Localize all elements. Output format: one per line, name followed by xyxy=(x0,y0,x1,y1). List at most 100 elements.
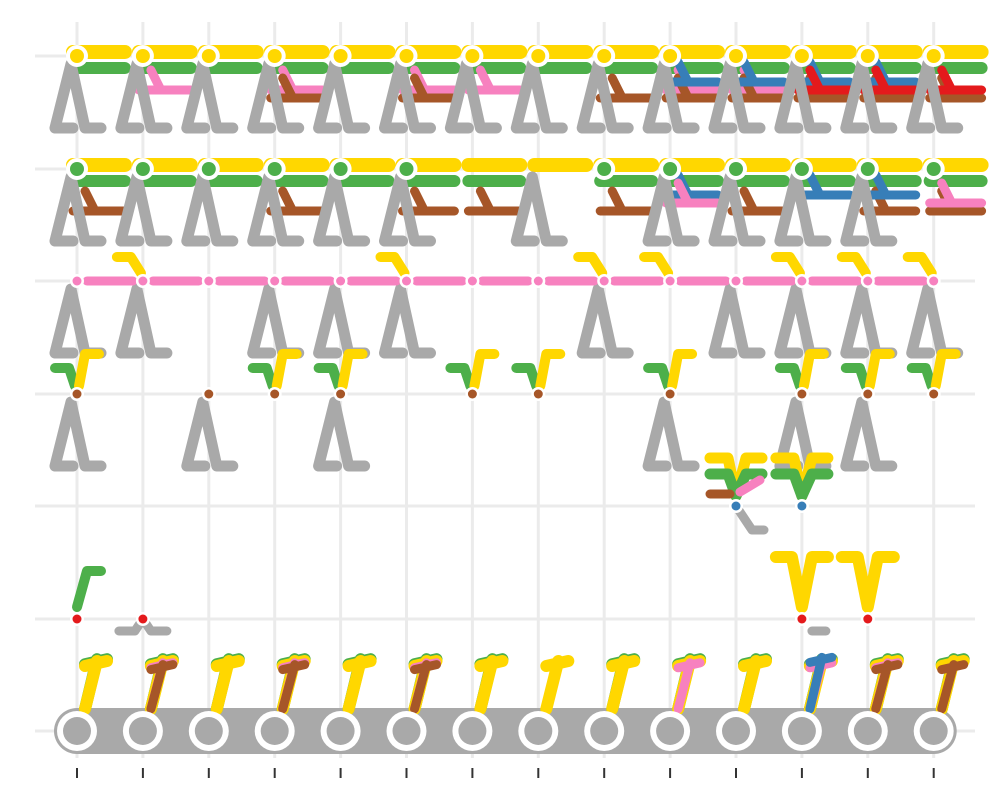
node-gray xyxy=(919,717,948,745)
node-pink xyxy=(204,276,214,286)
segment-yellow xyxy=(342,655,377,715)
node-yellow xyxy=(201,49,216,63)
segment-green-chevron xyxy=(445,363,476,391)
chart-grid xyxy=(35,22,975,758)
segment-gray-lambda xyxy=(247,283,305,359)
segment-gray-lambda xyxy=(379,283,436,359)
segment-yellow xyxy=(738,655,772,715)
segment-yellow-chevron xyxy=(573,252,608,278)
node-pink xyxy=(138,276,148,286)
node-gray xyxy=(458,717,487,745)
chart-nodes xyxy=(57,45,954,751)
segment-gray-lambda xyxy=(774,283,832,359)
node-yellow xyxy=(597,49,612,63)
segment-pink-diag xyxy=(673,178,693,208)
node-brown xyxy=(270,389,280,399)
segment-blue-diag xyxy=(739,57,759,87)
node-green xyxy=(333,162,348,176)
node-brown xyxy=(797,389,807,399)
segment-gray-lambda xyxy=(181,396,239,472)
node-green xyxy=(663,162,678,176)
segment-yellow xyxy=(606,655,641,715)
segment-brown-diag xyxy=(739,186,759,216)
node-yellow xyxy=(860,49,875,63)
node-gray xyxy=(194,717,223,745)
node-yellow xyxy=(465,49,480,63)
segment-pink-diag xyxy=(146,65,166,95)
segment-brown-diag xyxy=(607,186,627,216)
segment-pink xyxy=(735,475,765,497)
segment-green-chevron xyxy=(313,363,344,391)
segment-pink-diag xyxy=(937,178,957,208)
node-pink xyxy=(599,276,609,286)
segment-yellow-tall-v xyxy=(769,551,834,613)
node-gray xyxy=(326,717,355,745)
segment-red-diag xyxy=(805,65,825,95)
node-pink xyxy=(731,276,741,286)
node-green xyxy=(860,162,875,176)
segment-gray-lambda xyxy=(313,396,371,472)
node-green xyxy=(267,162,282,176)
segment-red-diag xyxy=(937,65,957,95)
node-pink xyxy=(467,276,477,286)
node-gray xyxy=(524,717,553,745)
segment-yellow-chevron xyxy=(469,349,500,391)
node-pink xyxy=(72,276,82,286)
segment-gray-lambda xyxy=(115,283,173,359)
segment-yellow-chevron xyxy=(864,349,895,391)
segment-gray-lambda xyxy=(840,283,898,359)
node-blue xyxy=(797,501,807,511)
segment-pink xyxy=(673,658,705,714)
segment-yellow-chevron xyxy=(639,252,674,278)
node-green xyxy=(729,162,743,176)
node-gray xyxy=(63,717,91,745)
segment-brown-diag xyxy=(80,186,100,216)
node-brown xyxy=(929,389,939,399)
segment-yellow-tall-v xyxy=(835,551,900,613)
segment-green-chevron xyxy=(643,363,674,391)
segment-yellow xyxy=(210,655,245,715)
node-yellow xyxy=(135,49,150,63)
segment-green-chevron xyxy=(774,363,805,391)
node-gray xyxy=(128,717,157,745)
node-yellow xyxy=(531,49,546,63)
node-yellow xyxy=(794,49,809,63)
node-yellow xyxy=(926,49,941,63)
segment-yellow xyxy=(79,655,113,715)
node-brown xyxy=(467,389,477,399)
node-yellow xyxy=(70,49,84,63)
node-gray xyxy=(787,717,816,745)
node-brown xyxy=(336,389,346,399)
node-green xyxy=(794,162,809,176)
segment-green-chevron xyxy=(906,363,937,391)
segment-yellow-chevron xyxy=(111,252,146,278)
segment-yellow-chevron xyxy=(271,349,302,391)
node-blue xyxy=(731,501,741,511)
segment-blue-diag xyxy=(871,170,891,200)
segment-green-chevron xyxy=(840,363,871,391)
segment-brown-diag xyxy=(410,186,429,216)
node-pink xyxy=(929,276,939,286)
segment-brown xyxy=(146,660,178,714)
node-pink xyxy=(402,276,411,286)
segment-gray-lambda xyxy=(708,283,766,359)
chart-segments xyxy=(49,45,989,715)
segment-gray-lambda xyxy=(906,283,964,359)
segment-gray-lambda xyxy=(576,283,634,359)
node-yellow xyxy=(399,49,414,63)
segment-yellow-chevron xyxy=(74,349,104,391)
node-pink xyxy=(270,276,280,286)
segment-gray-lambda xyxy=(642,396,700,472)
segment-brown xyxy=(278,660,310,714)
segment-green-chevron xyxy=(247,363,278,391)
segment-blue-diag xyxy=(673,57,693,87)
node-pink xyxy=(863,276,873,286)
node-green xyxy=(201,162,216,176)
segment-brown-diag xyxy=(475,186,495,216)
node-green xyxy=(926,162,941,176)
node-green xyxy=(597,162,612,176)
node-pink xyxy=(665,276,675,286)
node-red xyxy=(863,614,873,624)
segment-brown-diag xyxy=(278,186,298,216)
